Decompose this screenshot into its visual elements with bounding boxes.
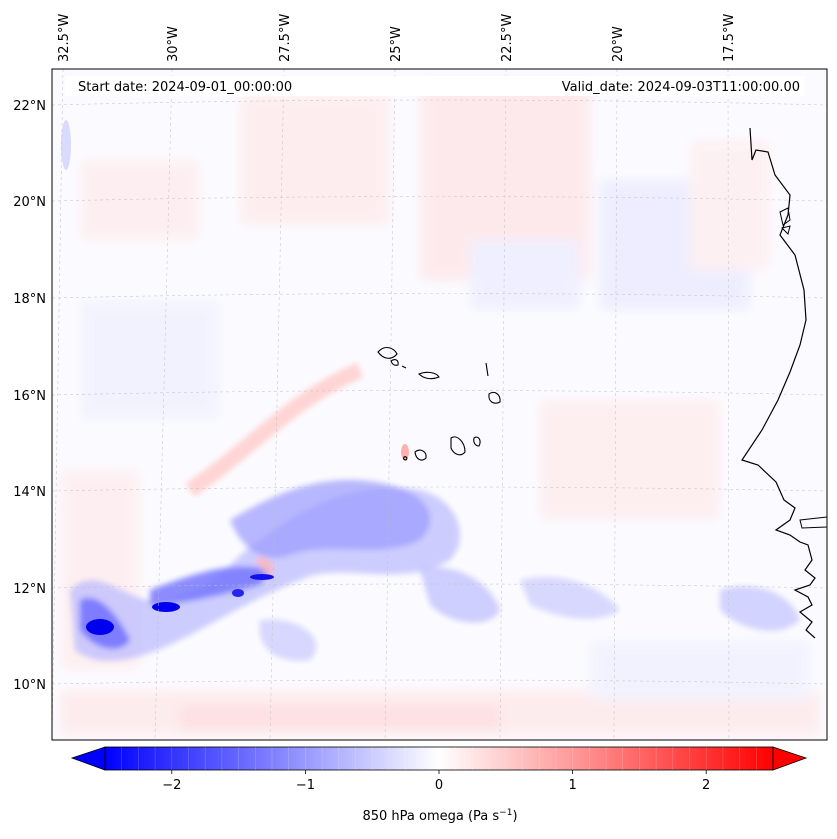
omega-field xyxy=(60,80,820,735)
colorbar-tick-label: 0 xyxy=(435,778,443,793)
colorbar: −2 −1 0 1 2 850 hPa omega (Pa s−1) xyxy=(70,746,808,824)
lon-label-30w: 30°W xyxy=(166,26,181,62)
lat-label-16n: 16°N xyxy=(13,389,46,404)
map-panel xyxy=(52,69,827,740)
colorbar-extend-high xyxy=(772,746,808,771)
longitude-labels: 32.5°W 30°W 27.5°W 25°W 22.5°W 20°W 17.5… xyxy=(57,14,737,62)
date-header-bar xyxy=(65,76,805,96)
coastline-gambia xyxy=(799,516,827,529)
lat-label-14n: 14°N xyxy=(13,485,46,500)
valid-date-label: Valid_date: 2024-09-03T11:00:00.00 xyxy=(562,80,800,95)
colorbar-ticks: −2 −1 0 1 2 xyxy=(121,747,757,793)
lon-label-17-5w: 17.5°W xyxy=(722,14,737,62)
lon-label-25w: 25°W xyxy=(389,26,404,62)
colorbar-tick-label: −2 xyxy=(162,778,181,793)
lat-label-20n: 20°N xyxy=(13,195,46,210)
colorbar-tick-label: 2 xyxy=(702,778,710,793)
lon-label-27-5w: 27.5°W xyxy=(278,14,293,62)
colorbar-tick-label: −1 xyxy=(296,778,315,793)
lat-label-10n: 10°N xyxy=(13,678,46,693)
colorbar-tick-label: 1 xyxy=(568,778,576,793)
latitude-labels: 22°N 20°N 18°N 16°N 14°N 12°N 10°N xyxy=(13,99,46,693)
lat-label-22n: 22°N xyxy=(13,99,46,114)
cape-verde-islands xyxy=(377,346,501,461)
colorbar-label: 850 hPa omega (Pa s−1) xyxy=(362,808,517,824)
gridlines xyxy=(52,69,827,740)
coastline-detail xyxy=(779,207,791,235)
start-date-label: Start date: 2024-09-01_00:00:00 xyxy=(78,80,292,95)
colorbar-extend-low xyxy=(70,746,106,771)
lat-label-12n: 12°N xyxy=(13,582,46,597)
map-frame xyxy=(51,68,828,741)
lon-label-22-5w: 22.5°W xyxy=(500,14,515,62)
lat-label-18n: 18°N xyxy=(13,292,46,307)
lon-label-32-5w: 32.5°W xyxy=(57,14,72,62)
lon-label-20w: 20°W xyxy=(611,26,626,62)
